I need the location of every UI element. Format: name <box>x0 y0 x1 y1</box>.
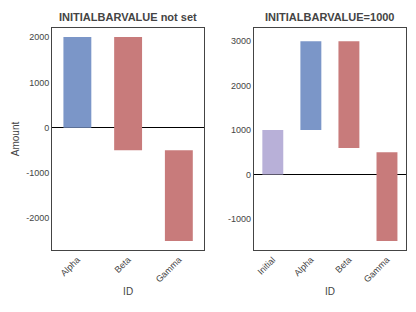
svg-text:1000: 1000 <box>231 125 251 135</box>
svg-text:-2000: -2000 <box>26 213 49 223</box>
svg-text:3000: 3000 <box>231 36 251 46</box>
svg-text:-1000: -1000 <box>228 214 251 224</box>
svg-text:Initial: Initial <box>255 255 277 277</box>
svg-text:INITIALBARVALUE not set: INITIALBARVALUE not set <box>59 11 197 23</box>
svg-text:Alpha: Alpha <box>292 255 315 278</box>
svg-text:INITIALBARVALUE=1000: INITIALBARVALUE=1000 <box>265 11 395 23</box>
svg-text:0: 0 <box>44 123 49 133</box>
svg-text:Amount: Amount <box>10 122 21 157</box>
svg-text:2000: 2000 <box>29 32 49 42</box>
svg-text:Gamma: Gamma <box>362 255 392 285</box>
svg-text:2000: 2000 <box>231 81 251 91</box>
svg-text:Gamma: Gamma <box>154 255 184 285</box>
svg-text:Beta: Beta <box>113 255 133 275</box>
svg-text:Beta: Beta <box>333 255 353 275</box>
svg-text:-1000: -1000 <box>26 168 49 178</box>
svg-text:ID: ID <box>123 286 133 297</box>
svg-text:Alpha: Alpha <box>59 255 82 278</box>
svg-text:0: 0 <box>246 170 251 180</box>
svg-text:1000: 1000 <box>29 78 49 88</box>
svg-text:ID: ID <box>325 286 335 297</box>
